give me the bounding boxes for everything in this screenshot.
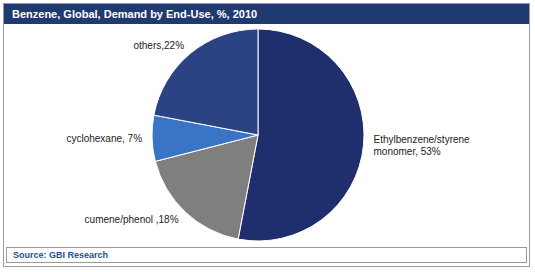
svg-text:Ethylbenzene/styrenemonomer, 5: Ethylbenzene/styrenemonomer, 53%	[373, 134, 470, 157]
html-text:Benzene, Global, Demand by End: Benzene, Global, Demand by End-Use, %, 2…	[12, 8, 258, 20]
html-text:Source: GBI Research: Source: GBI Research	[13, 250, 108, 260]
svg-text:others,22%: others,22%	[133, 40, 184, 51]
svg-text:cumene/phenol ,18%: cumene/phenol ,18%	[85, 214, 179, 225]
svg-text:cyclohexane, 7%: cyclohexane, 7%	[66, 133, 142, 144]
